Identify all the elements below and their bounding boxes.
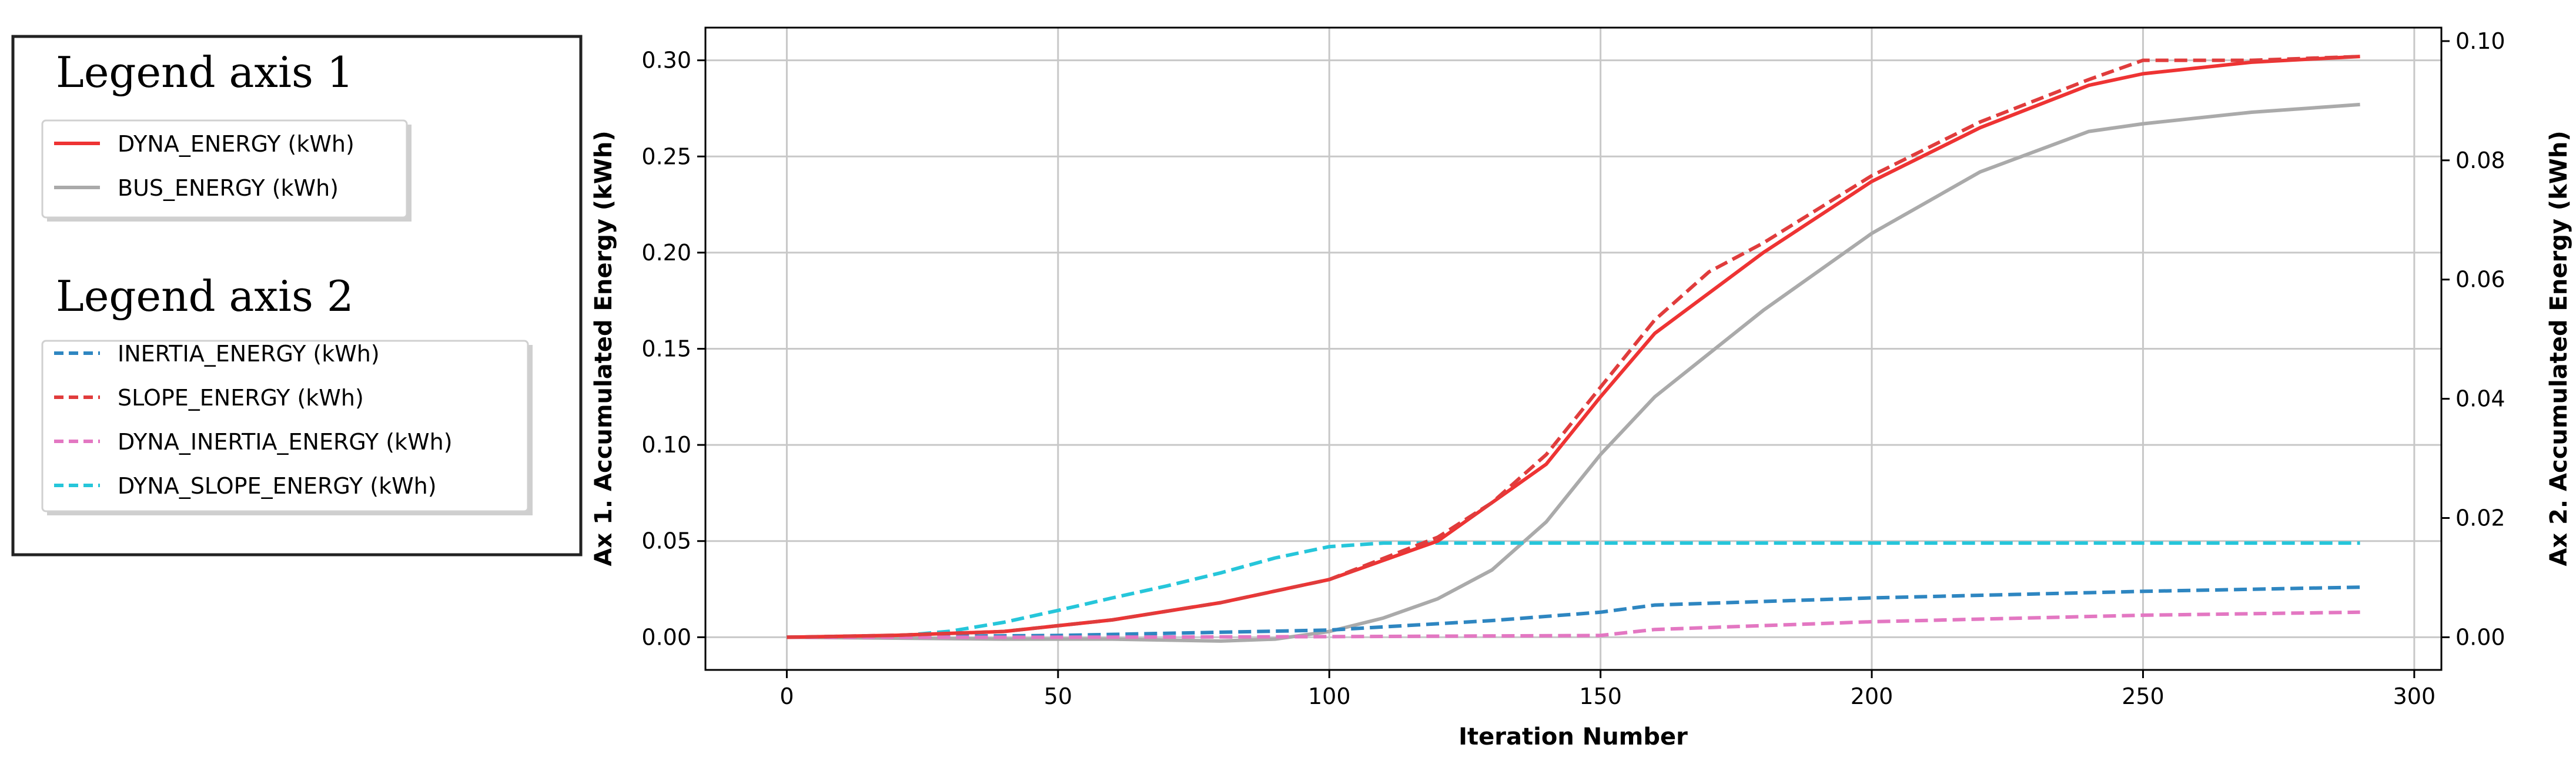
y-axis-left-label: Ax 1. Accumulated Energy (kWh) [590, 130, 617, 566]
series-line-bus-energy [787, 102, 2360, 643]
legend-label: BUS_ENERGY (kWh) [118, 175, 339, 201]
y-axis-left: 0.00 0.05 0.10 0.15 0.20 0.25 0.30 [641, 48, 705, 650]
y-left-tick-label: 0.10 [641, 432, 691, 458]
y-right-tick-label: 0.08 [2455, 147, 2505, 173]
series-line-dyna-energy [787, 55, 2360, 639]
x-tick-label: 300 [2393, 683, 2436, 709]
legend-label: DYNA_INERTIA_ENERGY (kWh) [118, 429, 453, 455]
y-left-tick-label: 0.20 [641, 240, 691, 266]
x-tick-label: 150 [1579, 683, 1622, 709]
legend-axis-2-title: Legend axis 2 [56, 271, 354, 321]
x-axis-label: Iteration Number [1458, 723, 1688, 750]
series-line-dyna-slope-energy [787, 541, 2360, 639]
y-right-tick-label: 0.02 [2455, 505, 2505, 531]
y-axis-right: 0.00 0.02 0.04 0.06 0.08 0.10 [2441, 28, 2505, 650]
y-left-tick-label: 0.15 [641, 336, 691, 362]
legend-label: SLOPE_ENERGY (kWh) [118, 385, 364, 411]
series-line-dyna-inertia-energy [787, 610, 2360, 639]
x-tick-label: 200 [1851, 683, 1893, 709]
y-left-tick-label: 0.25 [641, 143, 691, 169]
legend-label: INERTIA_ENERGY (kWh) [118, 341, 380, 367]
series-layer [787, 55, 2360, 643]
x-axis: 0 50 100 150 200 250 300 [780, 670, 2436, 709]
legend-1-box [41, 119, 408, 219]
x-tick-label: 50 [1044, 683, 1072, 709]
y-left-tick-label: 0.00 [641, 624, 691, 650]
y-left-tick-label: 0.05 [641, 528, 691, 554]
y-axis-right-label: Ax 2. Accumulated Energy (kWh) [2545, 130, 2572, 566]
legend-label: DYNA_ENERGY (kWh) [118, 131, 354, 157]
y-right-tick-label: 0.10 [2455, 28, 2505, 54]
series-line-slope-energy [787, 55, 2360, 639]
legend-entries: DYNA_ENERGY (kWh) BUS_ENERGY (kWh) INERTIA… [54, 131, 453, 499]
y-left-tick-label: 0.30 [641, 48, 691, 73]
legend-axis-1-title: Legend axis 1 [56, 48, 354, 97]
y-right-tick-label: 0.06 [2455, 267, 2505, 293]
grid [705, 28, 2441, 670]
x-tick-label: 0 [780, 683, 794, 709]
x-tick-label: 250 [2122, 683, 2164, 709]
legend-2-box [41, 340, 529, 512]
series-line-inertia-energy [787, 585, 2360, 639]
y-right-tick-label: 0.00 [2455, 624, 2505, 650]
x-tick-label: 100 [1308, 683, 1351, 709]
legend-label: DYNA_SLOPE_ENERGY (kWh) [118, 473, 437, 499]
y-right-tick-label: 0.04 [2455, 386, 2505, 412]
